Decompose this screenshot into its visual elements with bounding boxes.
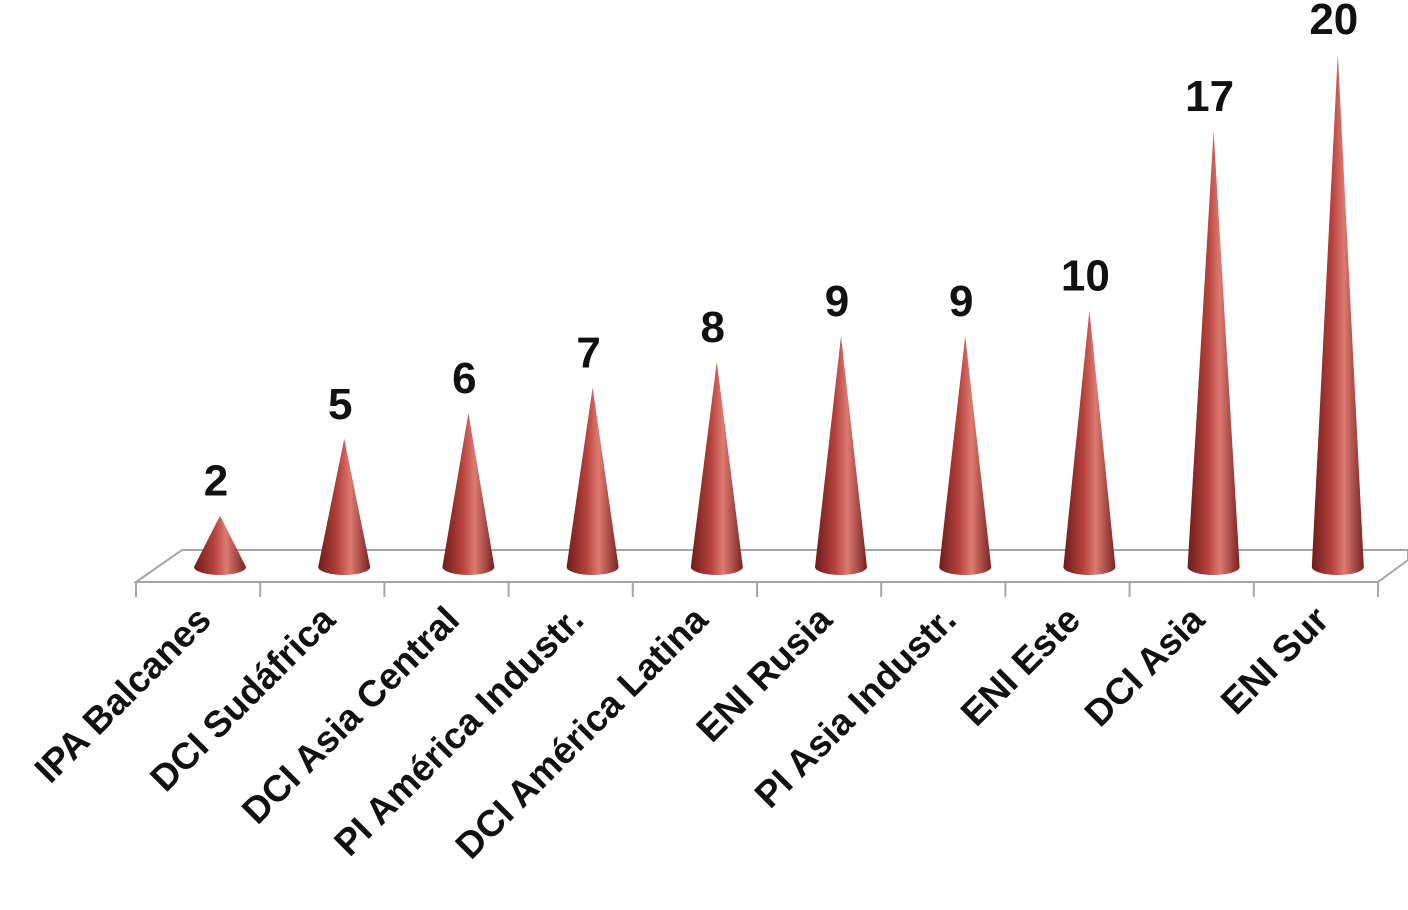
- data-labels: 2 5 6 7 8 9 9 10 17 20: [204, 0, 1359, 506]
- cone-bar: [194, 515, 246, 575]
- data-label: 9: [949, 277, 973, 326]
- cone-bar: [1311, 54, 1364, 575]
- x-axis-label: DCI Asia: [1077, 598, 1213, 734]
- data-label: 5: [328, 380, 352, 429]
- cone-bar: [566, 387, 619, 575]
- cone-bar: [939, 336, 992, 575]
- x-axis-label: DCI Asia Central: [234, 599, 467, 832]
- data-label: 20: [1309, 0, 1358, 44]
- cone-bar: [1063, 310, 1116, 575]
- x-axis-label: DCI América Latina: [448, 598, 716, 866]
- data-label: 9: [825, 277, 849, 326]
- cone-bar: [690, 361, 743, 575]
- data-label: 6: [452, 354, 476, 403]
- x-axis-label: ENI Este: [953, 599, 1088, 734]
- cone-bar: [442, 413, 495, 575]
- x-axis-label: PI América Industr.: [326, 599, 591, 864]
- data-label: 7: [576, 328, 600, 377]
- cone-series: [194, 54, 1364, 575]
- data-label: 2: [204, 457, 228, 506]
- data-label: 10: [1061, 252, 1110, 301]
- x-axis-label: ENI Sur: [1213, 599, 1336, 722]
- x-axis-ticks: [135, 582, 1379, 597]
- cone-bar: [815, 336, 867, 575]
- cone-bar: [318, 438, 371, 575]
- cone-bar: [1187, 130, 1240, 575]
- data-label: 8: [701, 303, 725, 352]
- data-label: 17: [1185, 72, 1234, 121]
